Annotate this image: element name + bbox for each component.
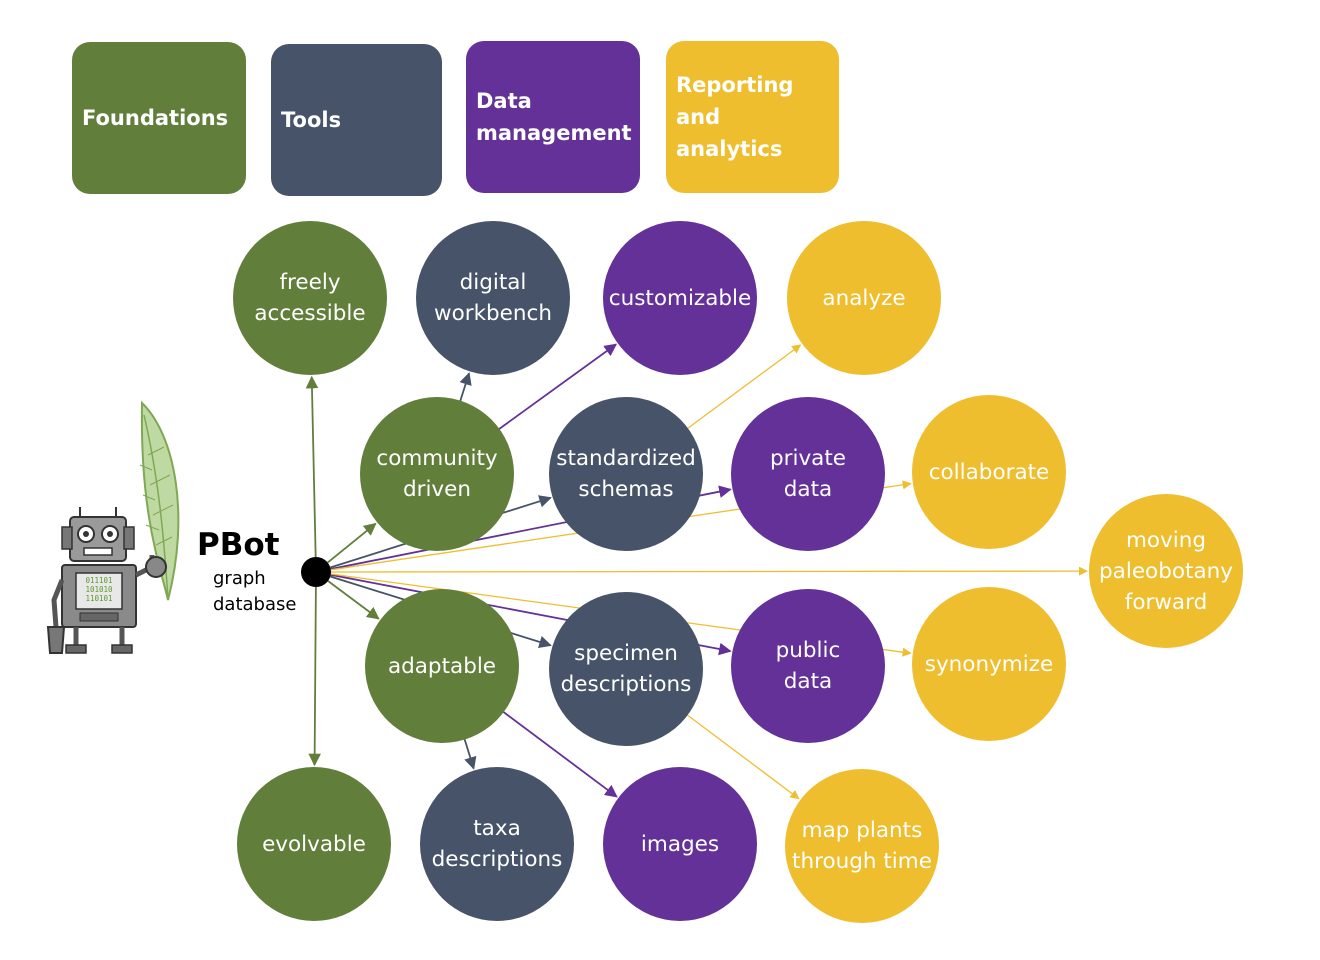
robot-subtitle-line1: graph: [213, 568, 266, 589]
edge-hub-to-moving-paleobotany-forward: [330, 566, 1088, 576]
node-private-data: private data: [731, 397, 885, 551]
node-analyze: analyze: [787, 221, 941, 375]
node-map-plants: map plants through time: [785, 769, 939, 923]
node-label: private data: [769, 446, 847, 502]
node-standardized-schemas: standardized schemas: [549, 397, 703, 551]
node-label: taxa descriptions: [431, 816, 563, 872]
legend-label: Tools: [281, 108, 342, 132]
node-collaborate: collaborate: [912, 395, 1066, 549]
node-taxa-descriptions: taxa descriptions: [420, 767, 574, 921]
edge-hub-to-evolvable: [308, 586, 321, 767]
node-label: freely accessible: [254, 270, 366, 326]
node-label: customizable: [608, 285, 752, 311]
node-specimen-descriptions: specimen descriptions: [549, 592, 703, 746]
node-label: map plants through time: [792, 818, 932, 874]
edge-standardized-schemas-to-analyze: [682, 344, 802, 433]
node-freely-accessible: freely accessible: [233, 221, 387, 375]
node-community-driven: community driven: [360, 397, 514, 551]
node-evolvable: evolvable: [237, 767, 391, 921]
edge-adaptable-to-images: [498, 707, 618, 798]
edge-specimen-descriptions-to-map-plants: [682, 711, 800, 800]
node-moving-paleobotany-forward: moving paleobotany forward: [1089, 494, 1243, 648]
legend-label: Foundations: [82, 106, 229, 130]
robot-title: PBot: [197, 527, 280, 563]
robot-icon: 011101 101010 110101: [46, 400, 180, 654]
edge-hub-to-freely-accessible: [305, 375, 319, 558]
edge-adaptable-to-taxa-descriptions: [462, 733, 477, 770]
node-digital-workbench: digital workbench: [416, 221, 570, 375]
node-label: standardized schemas: [556, 446, 696, 502]
node-label: collaborate: [928, 459, 1050, 485]
legend-foundations: Foundations: [72, 42, 246, 194]
node-synonymize: synonymize: [912, 587, 1066, 741]
legend-tools: Tools: [271, 44, 442, 196]
node-label: public data: [775, 638, 841, 694]
edge-hub-to-adaptable: [327, 580, 380, 620]
hub-dot: [301, 557, 331, 587]
robot-subtitle-line2: database: [213, 594, 297, 615]
node-customizable: customizable: [603, 221, 757, 375]
node-label: analyze: [822, 285, 906, 311]
edge-hub-to-community-driven: [327, 522, 377, 564]
node-label: images: [640, 831, 720, 857]
node-adaptable: adaptable: [365, 589, 519, 743]
node-label: specimen descriptions: [560, 641, 692, 697]
node-label: moving paleobotany forward: [1099, 527, 1233, 615]
node-label: synonymize: [924, 651, 1054, 677]
node-public-data: public data: [731, 589, 885, 743]
legend-label: Data management: [476, 89, 632, 145]
robot-subtitle: graph database: [213, 566, 323, 618]
node-label: evolvable: [262, 831, 366, 857]
edge-community-driven-to-customizable: [493, 343, 618, 434]
legend-reporting: Reporting and analytics: [666, 41, 839, 193]
legend-label: Reporting and analytics: [676, 73, 794, 161]
node-images: images: [603, 767, 757, 921]
legend-data-management: Data management: [466, 41, 640, 193]
node-label: community driven: [376, 446, 498, 502]
node-label: adaptable: [387, 653, 497, 679]
node-label: digital workbench: [434, 270, 552, 326]
